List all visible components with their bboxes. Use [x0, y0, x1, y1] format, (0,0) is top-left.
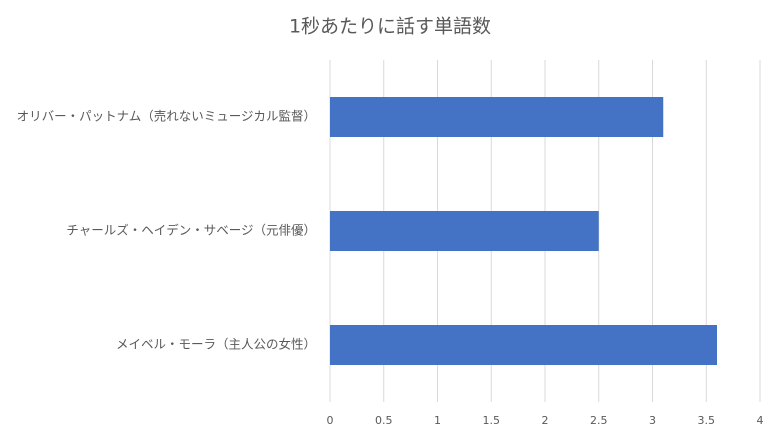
- y-tick-label: メイベル・モーラ（主人公の女性）: [116, 337, 316, 352]
- x-tick-label: 3: [649, 414, 656, 427]
- x-tick-label: 1.5: [483, 414, 501, 427]
- x-tick-label: 4: [757, 414, 764, 427]
- chart-title: 1秒あたりに話す単語数: [289, 16, 491, 38]
- x-tick-label: 0.5: [375, 414, 393, 427]
- y-tick-label: オリバー・パットナム（売れないミュージカル監督）: [17, 109, 316, 124]
- x-tick-label: 1: [434, 414, 441, 427]
- x-tick-label: 3.5: [698, 414, 716, 427]
- x-tick-label: 2: [542, 414, 549, 427]
- y-tick-label: チャールズ・ヘイデン・サベージ（元俳優）: [66, 223, 316, 238]
- x-tick-label: 0: [327, 414, 334, 427]
- bar: [330, 325, 717, 365]
- bar: [330, 211, 599, 251]
- x-tick-label: 2.5: [590, 414, 608, 427]
- bar: [330, 97, 664, 137]
